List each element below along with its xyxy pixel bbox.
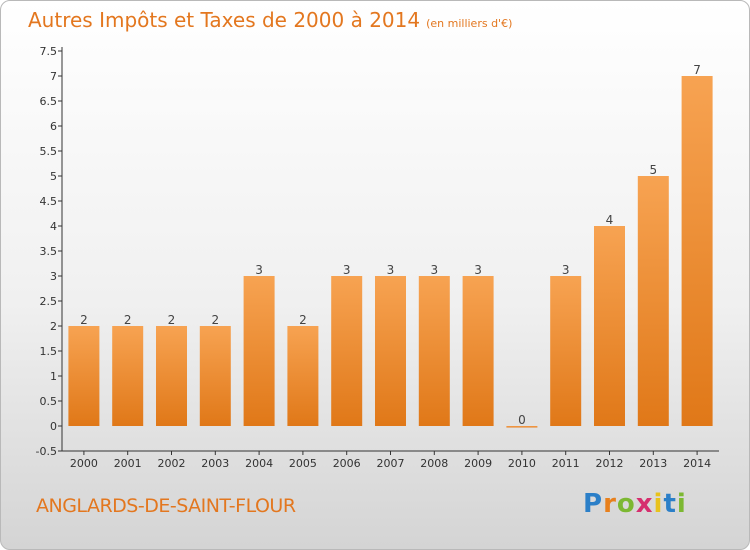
bar — [156, 326, 187, 426]
commune-name: ANGLARDS-DE-SAINT-FLOUR — [36, 495, 296, 517]
x-tick-label: 2003 — [201, 457, 229, 470]
data-label: 2 — [211, 313, 219, 327]
data-label: 2 — [299, 313, 307, 327]
x-tick-label: 2006 — [333, 457, 361, 470]
y-tick-label: 2 — [50, 320, 57, 333]
bar — [243, 276, 275, 426]
chart-title: Autres Impôts et Taxes de 2000 à 2014 (en… — [28, 8, 512, 32]
data-label: 3 — [474, 263, 482, 277]
data-label: 3 — [430, 263, 438, 277]
x-tick-label: 2014 — [683, 457, 711, 470]
x-tick-label: 2012 — [596, 457, 624, 470]
data-label: 3 — [387, 263, 395, 277]
y-tick-label: 6.5 — [40, 95, 58, 108]
y-tick-label: 0 — [50, 420, 57, 433]
x-tick-label: 2009 — [464, 457, 492, 470]
bar — [637, 176, 669, 426]
data-label: 0 — [518, 413, 526, 427]
data-label: 2 — [80, 313, 88, 327]
data-label: 3 — [255, 263, 263, 277]
logo-letter: r — [603, 489, 617, 519]
data-label: 4 — [606, 213, 614, 227]
x-tick-label: 2013 — [639, 457, 667, 470]
x-tick-label: 2005 — [289, 457, 317, 470]
y-tick-label: -0.5 — [36, 445, 57, 458]
title-text: Autres Impôts et Taxes de 2000 à 2014 — [28, 8, 421, 32]
data-label: 7 — [693, 63, 701, 77]
logo-letter: t — [663, 489, 677, 519]
bar — [418, 276, 450, 426]
logo-letter: i — [676, 489, 687, 519]
bar — [594, 226, 625, 426]
bar — [112, 326, 144, 426]
y-tick-label: 1.5 — [40, 345, 58, 358]
axes: -0.5 0 0.5 1 1.5 2 2.5 3 3.5 4 4.5 5 5.5 6 6.5 7 7.5 2000… — [36, 45, 719, 470]
x-tick-label: 2011 — [552, 457, 580, 470]
bar — [199, 326, 231, 426]
logo-letter: P — [583, 489, 604, 519]
x-tick-label: 2004 — [245, 457, 273, 470]
logo-letter: x — [635, 489, 654, 519]
bar — [331, 276, 363, 426]
y-tick-label: 3 — [50, 270, 57, 283]
y-tick-label: 6 — [50, 120, 57, 133]
y-tick-label: 0.5 — [40, 395, 58, 408]
data-label: 3 — [562, 263, 570, 277]
proxiti-logo[interactable]: Proxiti — [583, 489, 687, 519]
bar — [681, 76, 713, 426]
logo-letter: o — [616, 489, 636, 519]
bar — [287, 326, 319, 426]
y-tick-label: 4.5 — [40, 195, 58, 208]
y-tick-label: 1 — [50, 370, 57, 383]
bars — [68, 76, 713, 428]
bar — [550, 276, 582, 426]
bar — [462, 276, 494, 426]
y-tick-label: 3.5 — [40, 245, 58, 258]
bar — [375, 276, 406, 426]
bar — [506, 426, 538, 428]
x-tick-label: 2008 — [420, 457, 448, 470]
x-tick-label: 2007 — [377, 457, 405, 470]
y-tick-label: 5 — [50, 170, 57, 183]
x-tick-label: 2000 — [70, 457, 98, 470]
bar — [68, 326, 100, 426]
y-tick-label: 2.5 — [40, 295, 58, 308]
y-tick-label: 4 — [50, 220, 57, 233]
logo-letter: i — [653, 489, 664, 519]
chart-subtitle: (en milliers d'€) — [426, 17, 513, 30]
y-tick-label: 7.5 — [40, 45, 58, 58]
x-tick-label: 2001 — [114, 457, 142, 470]
data-labels: 2 2 2 2 3 2 3 3 3 3 0 3 4 5 7 — [80, 63, 701, 427]
data-label: 5 — [649, 163, 657, 177]
data-label: 2 — [168, 313, 176, 327]
data-label: 2 — [124, 313, 132, 327]
y-tick-label: 5.5 — [40, 145, 58, 158]
x-tick-label: 2002 — [158, 457, 186, 470]
x-tick-label: 2010 — [508, 457, 536, 470]
data-label: 3 — [343, 263, 351, 277]
y-tick-label: 7 — [50, 70, 57, 83]
